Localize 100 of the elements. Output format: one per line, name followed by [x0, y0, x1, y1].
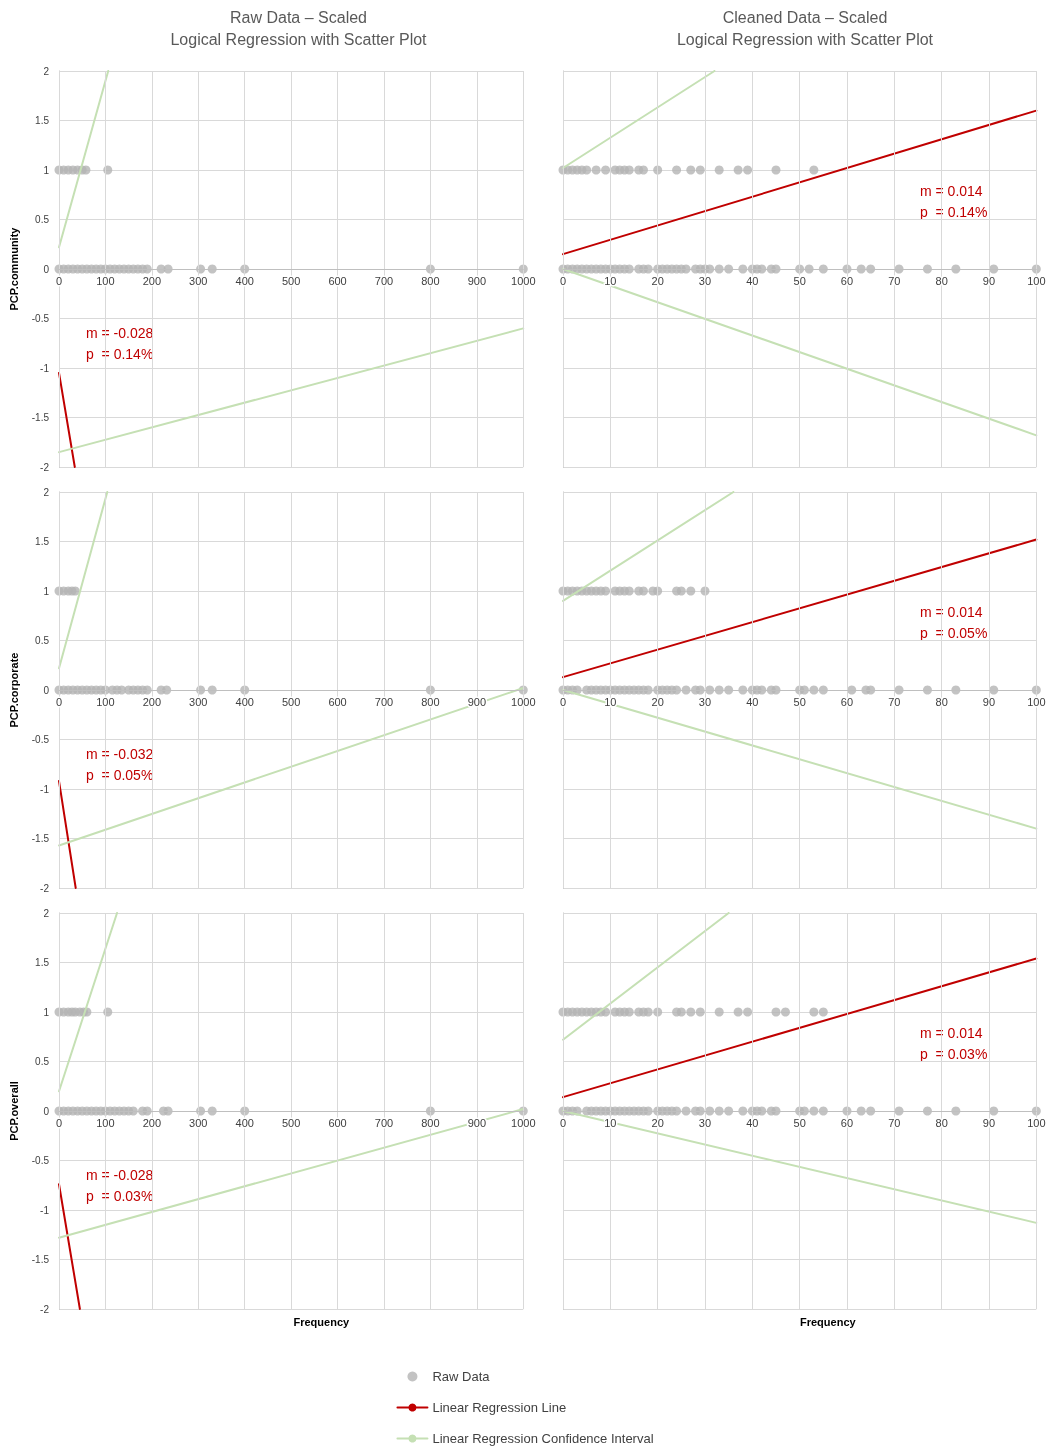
y-tick-label: -1 [40, 362, 50, 374]
y-tick-label: -1.5 [31, 412, 50, 423]
x-tick-label: 70 [888, 695, 901, 708]
x-tick-label: 600 [328, 274, 347, 287]
x-tick-label: 70 [888, 1116, 901, 1129]
y-tick-label: -0.5 [31, 1155, 50, 1166]
y-tick-label: 1 [43, 1006, 50, 1018]
x-tick-label: 600 [328, 695, 347, 708]
x-tick-label: 90 [982, 1116, 996, 1129]
x-tick-label: 500 [281, 274, 301, 287]
y-tick-label: 1.5 [35, 115, 50, 126]
x-tick-label: 80 [935, 274, 948, 287]
x-tick-label: 60 [840, 274, 854, 287]
y-tick-label: 2 [43, 65, 50, 77]
x-tick-label: 200 [142, 1116, 162, 1129]
x-tick-label: 50 [793, 274, 806, 287]
legend-label: Raw Data [432, 1369, 491, 1384]
x-tick-label: 300 [189, 1116, 208, 1129]
x-tick-label: 0 [55, 274, 63, 287]
x-tick-label: 400 [235, 695, 254, 708]
y-tick-label: -0.5 [31, 313, 50, 324]
x-tick-label: 0 [559, 1116, 567, 1129]
y-tick-label: -1.5 [31, 833, 50, 844]
x-tick-label: 70 [888, 274, 901, 287]
x-tick-label: 500 [281, 695, 301, 708]
x-tick-label: 60 [840, 1116, 854, 1129]
x-tick-label: 800 [421, 695, 440, 708]
x-axis-title: Frequency [293, 1315, 350, 1328]
y-axis-title: PCP.overall [7, 1081, 20, 1141]
x-tick-label: 900 [467, 1116, 487, 1129]
x-tick-label: 40 [746, 695, 759, 708]
x-tick-label: 700 [374, 695, 394, 708]
x-tick-label: 0 [559, 274, 567, 287]
y-tick-label: -1 [40, 1204, 50, 1216]
x-tick-label: 40 [746, 274, 759, 287]
x-tick-label: 30 [698, 274, 712, 287]
x-tick-label: 100 [1027, 274, 1046, 287]
legend-label: Linear Regression Confidence Interval [432, 1431, 654, 1446]
x-tick-label: 1000 [511, 695, 536, 708]
x-tick-label: 0 [55, 695, 63, 708]
x-tick-label: 20 [651, 274, 664, 287]
x-tick-label: 300 [189, 695, 208, 708]
x-tick-label: 800 [421, 1116, 440, 1129]
y-tick-label: 0 [43, 263, 50, 275]
chart-title: Raw Data – Scaled [230, 8, 367, 26]
x-tick-label: 100 [96, 695, 115, 708]
y-tick-label: -2 [40, 882, 50, 894]
y-tick-label: 0 [43, 684, 50, 696]
x-tick-label: 1000 [511, 1116, 536, 1129]
x-tick-label: 600 [328, 1116, 347, 1129]
y-tick-label: 1.5 [35, 536, 50, 547]
x-tick-label: 50 [793, 1116, 806, 1129]
x-tick-label: 500 [281, 1116, 301, 1129]
x-tick-label: 800 [421, 274, 440, 287]
chart-subtitle: Logical Regression with Scatter Plot [170, 30, 428, 48]
y-tick-label: 0.5 [35, 635, 50, 646]
chart-title: Cleaned Data – Scaled [722, 8, 888, 26]
x-tick-label: 80 [935, 695, 948, 708]
x-tick-label: 200 [142, 274, 162, 287]
x-tick-label: 10 [604, 1116, 617, 1129]
x-tick-label: 1000 [511, 274, 536, 287]
x-tick-label: 100 [1027, 1116, 1046, 1129]
x-tick-label: 50 [793, 695, 806, 708]
y-tick-label: 0 [43, 1105, 50, 1117]
y-tick-label: 1 [43, 585, 50, 597]
legend-label: Linear Regression Line [432, 1400, 567, 1415]
x-tick-label: 900 [467, 695, 487, 708]
y-tick-label: 1 [43, 164, 50, 176]
x-tick-label: 10 [604, 695, 617, 708]
x-tick-label: 20 [651, 1116, 664, 1129]
x-tick-label: 300 [189, 274, 208, 287]
x-tick-label: 80 [935, 1116, 948, 1129]
x-tick-label: 400 [235, 1116, 254, 1129]
x-tick-label: 30 [698, 695, 712, 708]
y-tick-label: -1 [40, 783, 50, 795]
x-tick-label: 100 [96, 274, 115, 287]
y-tick-label: 1.5 [35, 957, 50, 968]
chart-subtitle: Logical Regression with Scatter Plot [676, 30, 934, 48]
y-tick-label: -0.5 [31, 734, 50, 745]
x-tick-label: 400 [235, 274, 254, 287]
x-tick-label: 100 [96, 1116, 115, 1129]
x-tick-label: 700 [374, 1116, 394, 1129]
x-tick-label: 90 [982, 695, 996, 708]
y-tick-label: 2 [43, 907, 50, 919]
x-tick-label: 90 [982, 274, 996, 287]
x-tick-label: 700 [374, 274, 394, 287]
y-tick-label: -2 [40, 1303, 50, 1315]
x-tick-label: 200 [142, 695, 162, 708]
x-tick-label: 30 [698, 1116, 712, 1129]
y-tick-label: -1.5 [31, 1254, 50, 1265]
y-tick-label: -2 [40, 461, 50, 473]
x-axis-title: Frequency [799, 1315, 857, 1328]
x-tick-label: 0 [559, 695, 567, 708]
x-tick-label: 20 [651, 695, 664, 708]
x-tick-label: 100 [1027, 695, 1046, 708]
x-tick-label: 900 [467, 274, 487, 287]
y-tick-label: 2 [43, 486, 50, 498]
x-tick-label: 0 [55, 1116, 63, 1129]
x-tick-label: 40 [746, 1116, 759, 1129]
x-tick-label: 60 [840, 695, 854, 708]
